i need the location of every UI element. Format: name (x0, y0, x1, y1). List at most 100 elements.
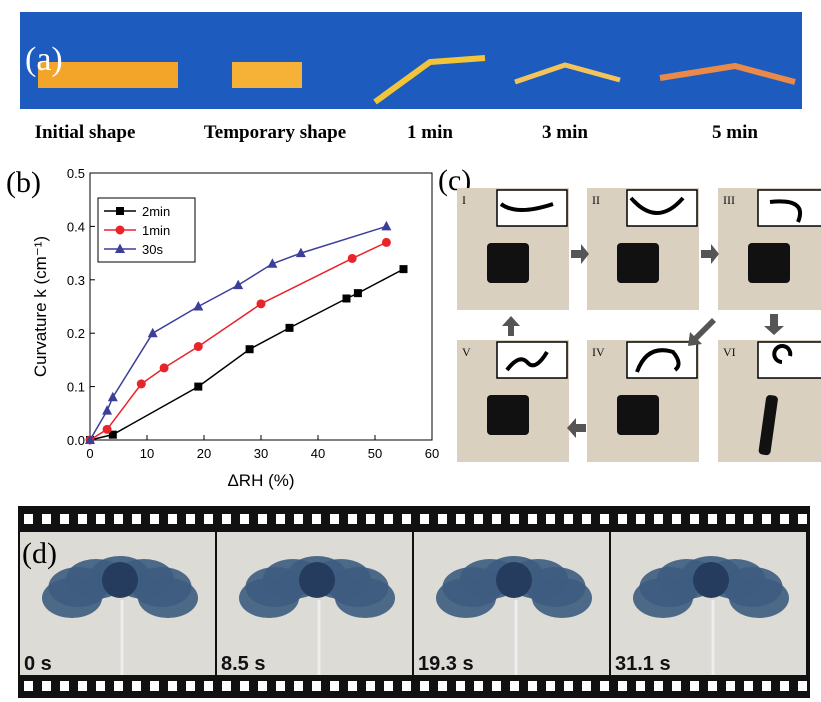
sprocket (114, 514, 123, 524)
flower-center (102, 562, 138, 598)
sprocket (438, 681, 447, 691)
sprocket (258, 681, 267, 691)
sprocket (348, 681, 357, 691)
sprocket (456, 514, 465, 524)
sprocket (96, 681, 105, 691)
legend-marker (116, 207, 124, 215)
sprocket (492, 681, 501, 691)
time-label: 19.3 s (418, 653, 474, 675)
arrow (764, 314, 784, 335)
film-sample (487, 243, 529, 283)
x-axis-label: ΔRH (%) (227, 471, 294, 490)
film-sample (748, 243, 790, 283)
sprocket (348, 514, 357, 524)
sprocket (582, 681, 591, 691)
sprocket (402, 681, 411, 691)
marker (103, 425, 112, 434)
marker (194, 342, 203, 351)
inset (627, 342, 697, 378)
marker (257, 299, 266, 308)
page: (a) (c)IIIIIIIVVVI 0 s8.5 s19.3 s31.1 s(… (0, 0, 821, 702)
sprocket (528, 681, 537, 691)
photo-tile: I (457, 188, 569, 310)
film-sample (617, 395, 659, 435)
sprocket (744, 681, 753, 691)
legend-label: 30s (142, 242, 163, 257)
sprocket (474, 681, 483, 691)
y-tick-label: 0.5 (67, 166, 85, 181)
sprocket (780, 681, 789, 691)
sprocket (222, 681, 231, 691)
sprocket (672, 514, 681, 524)
flower-center (496, 562, 532, 598)
sprocket (528, 514, 537, 524)
film-sample (617, 243, 659, 283)
sprocket (330, 514, 339, 524)
figure: (a) (c)IIIIIIIVVVI 0 s8.5 s19.3 s31.1 s(… (0, 0, 821, 702)
sprocket (24, 514, 33, 524)
marker (400, 265, 408, 273)
inset (497, 342, 567, 378)
sprocket (798, 681, 807, 691)
sprocket (258, 514, 267, 524)
sprocket (546, 514, 555, 524)
sprocket (492, 514, 501, 524)
marker (160, 363, 169, 372)
legend-marker (116, 226, 125, 235)
caption: Initial shape (35, 122, 136, 143)
sprocket (582, 514, 591, 524)
sprocket (42, 514, 51, 524)
photo-tile: IV (587, 340, 699, 462)
arrow (688, 318, 716, 346)
sprocket (510, 681, 519, 691)
arrow (567, 418, 586, 438)
marker (102, 405, 112, 415)
sprocket (294, 514, 303, 524)
flower-center (299, 562, 335, 598)
sprocket (366, 681, 375, 691)
sprocket (240, 514, 249, 524)
sprocket (168, 514, 177, 524)
caption: Temporary shape (204, 122, 346, 143)
sprocket (762, 514, 771, 524)
sprocket (150, 681, 159, 691)
sprocket (312, 681, 321, 691)
y-tick-label: 0.1 (67, 380, 85, 395)
caption: 5 min (712, 122, 758, 143)
marker (148, 328, 158, 338)
sprocket (726, 514, 735, 524)
sprocket (798, 514, 807, 524)
panel-label: (b) (6, 166, 41, 199)
sprocket (420, 514, 429, 524)
sprocket (564, 514, 573, 524)
photo-tile: V (457, 340, 569, 462)
y-axis-label: Curvature k (cm⁻¹) (31, 236, 50, 377)
marker (354, 289, 362, 297)
arrow (701, 244, 719, 264)
sprocket (276, 514, 285, 524)
sprocket (438, 514, 447, 524)
sprocket (546, 681, 555, 691)
marker (108, 392, 118, 402)
marker (193, 301, 203, 311)
time-label: 8.5 s (221, 653, 265, 675)
marker (382, 238, 391, 247)
arrow (571, 244, 589, 264)
petal (335, 578, 395, 618)
y-tick-label: 0.2 (67, 326, 85, 341)
sprocket (96, 514, 105, 524)
sprocket (60, 514, 69, 524)
sprocket (636, 514, 645, 524)
y-tick-label: 0.0 (67, 433, 85, 448)
x-tick-label: 10 (140, 446, 154, 461)
sprocket (402, 514, 411, 524)
arrow (502, 316, 520, 336)
sprocket (780, 514, 789, 524)
sprocket (204, 681, 213, 691)
photo-tile: II (587, 188, 699, 310)
series-line (90, 242, 386, 440)
legend-label: 1min (142, 223, 170, 238)
marker (137, 379, 146, 388)
y-tick-label: 0.3 (67, 273, 85, 288)
sample (232, 62, 302, 88)
